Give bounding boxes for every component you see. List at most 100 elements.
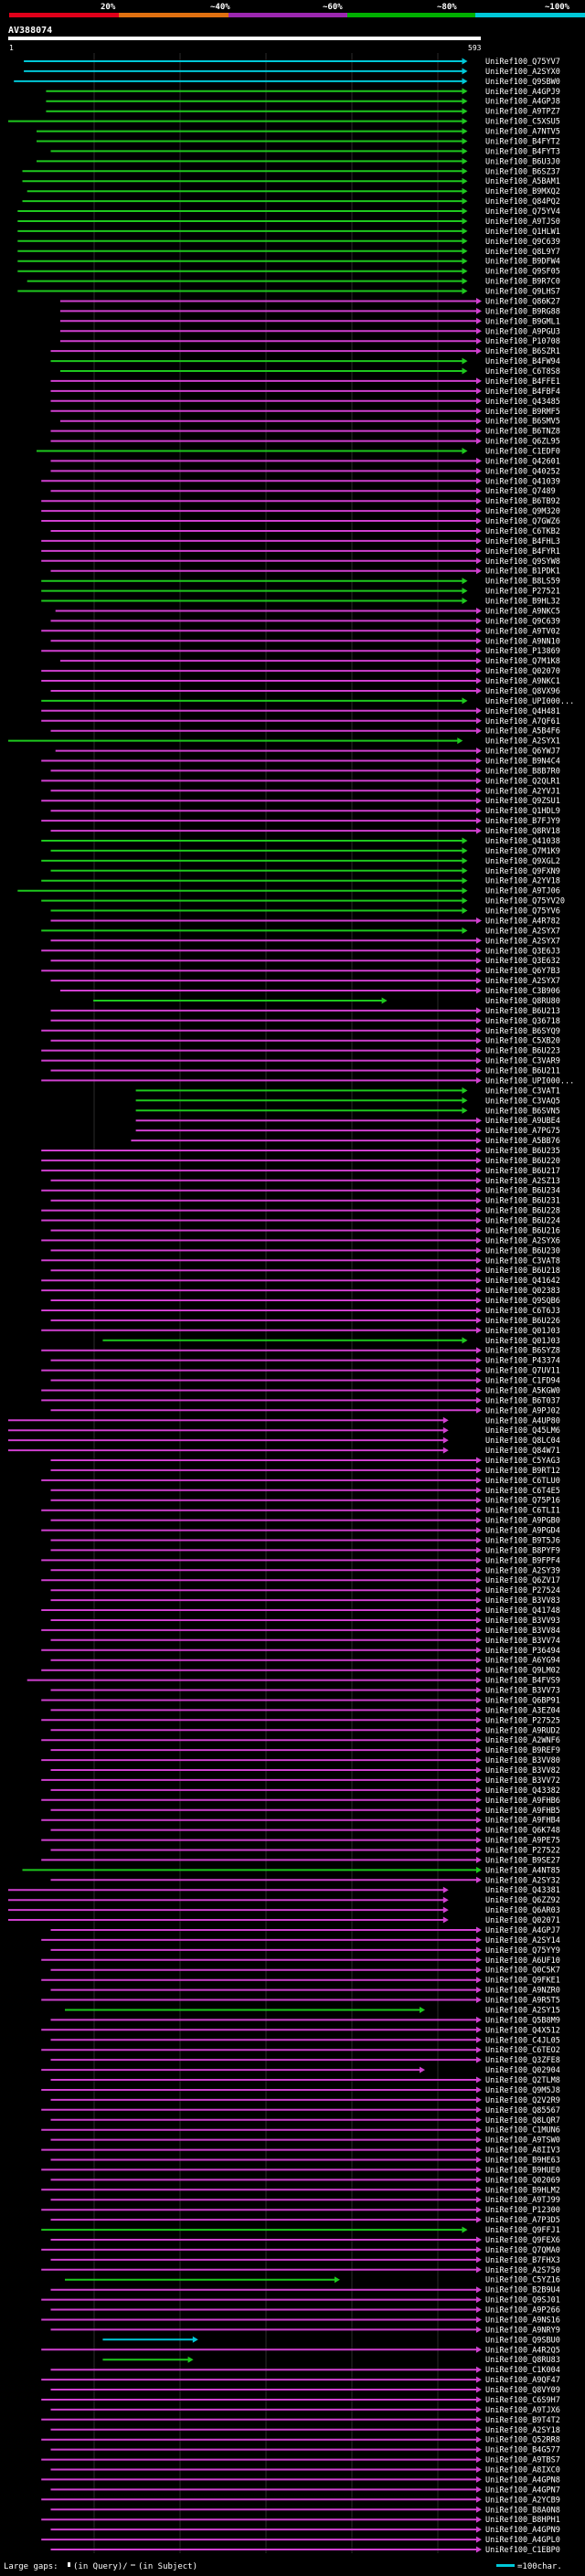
alignment-label[interactable]: UniRef100_A9P266 <box>485 2306 560 2316</box>
alignment-label[interactable]: UniRef100_C6T8S8 <box>485 367 560 376</box>
alignment-label[interactable]: UniRef100_Q75YV4 <box>485 207 560 217</box>
alignment-label[interactable]: UniRef100_P27521 <box>485 588 560 597</box>
alignment-label[interactable]: UniRef100_A9NKC5 <box>485 608 560 617</box>
alignment-label[interactable]: UniRef100_B9T5J6 <box>485 1537 560 1546</box>
alignment-label[interactable]: UniRef100_Q9FEX6 <box>485 2236 560 2245</box>
alignment-label[interactable]: UniRef100_A6YG94 <box>485 1657 560 1666</box>
alignment-label[interactable]: UniRef100_Q01J03 <box>485 1327 560 1336</box>
alignment-label[interactable]: UniRef100_Q8LC04 <box>485 1436 560 1446</box>
alignment-label[interactable]: UniRef100_B9RG88 <box>485 307 560 316</box>
alignment-label[interactable]: UniRef100_Q4X512 <box>485 2026 560 2035</box>
alignment-label[interactable]: UniRef100_Q9FKE1 <box>485 1977 560 1986</box>
alignment-label[interactable]: UniRef100_A4GPJ8 <box>485 98 560 107</box>
alignment-label[interactable]: UniRef100_B3VV80 <box>485 1756 560 1765</box>
alignment-label[interactable]: UniRef100_C4JL05 <box>485 2036 560 2045</box>
alignment-label[interactable]: UniRef100_C6T6J3 <box>485 1307 560 1316</box>
alignment-label[interactable]: UniRef100_Q9SBU0 <box>485 2336 560 2345</box>
alignment-label[interactable]: UniRef100_B1PDK1 <box>485 567 560 577</box>
alignment-label[interactable]: UniRef100_A5B4F6 <box>485 727 560 737</box>
alignment-label[interactable]: UniRef100_B4FYR1 <box>485 547 560 557</box>
alignment-label[interactable]: UniRef100_Q9SF05 <box>485 268 560 277</box>
alignment-label[interactable]: UniRef100_A9TBS7 <box>485 2456 560 2465</box>
alignment-label[interactable]: UniRef100_A5KGW0 <box>485 1387 560 1396</box>
alignment-label[interactable]: UniRef100_B9GML1 <box>485 317 560 326</box>
alignment-label[interactable]: UniRef100_Q4H481 <box>485 707 560 716</box>
alignment-label[interactable]: UniRef100_P27524 <box>485 1586 560 1595</box>
alignment-label[interactable]: UniRef100_P43374 <box>485 1357 560 1366</box>
alignment-label[interactable]: UniRef100_B6U231 <box>485 1197 560 1206</box>
alignment-label[interactable]: UniRef100_Q7UV11 <box>485 1367 560 1376</box>
alignment-label[interactable]: UniRef100_B9T4T2 <box>485 2416 560 2425</box>
alignment-label[interactable]: UniRef100_Q9ZSU1 <box>485 797 560 806</box>
alignment-label[interactable]: UniRef100_Q43485 <box>485 398 560 407</box>
alignment-label[interactable]: UniRef100_A2SY14 <box>485 1936 560 1945</box>
alignment-label[interactable]: UniRef100_Q42601 <box>485 457 560 466</box>
alignment-label[interactable]: UniRef100_B9HUE0 <box>485 2166 560 2175</box>
alignment-label[interactable]: UniRef100_Q9C639 <box>485 617 560 626</box>
alignment-label[interactable]: UniRef100_Q0C5K7 <box>485 1966 560 1976</box>
alignment-label[interactable]: UniRef100_A2SY32 <box>485 1876 560 1885</box>
alignment-label[interactable]: UniRef100_Q6ZV17 <box>485 1576 560 1585</box>
alignment-label[interactable]: UniRef100_B6U230 <box>485 1246 560 1256</box>
alignment-label[interactable]: UniRef100_A2WNF6 <box>485 1736 560 1745</box>
alignment-label[interactable]: UniRef100_Q1HDL9 <box>485 807 560 816</box>
alignment-label[interactable]: UniRef100_B7FJY9 <box>485 817 560 826</box>
alignment-label[interactable]: UniRef100_A9NRY9 <box>485 2326 560 2335</box>
alignment-label[interactable]: UniRef100_Q41642 <box>485 1277 560 1286</box>
alignment-label[interactable]: UniRef100_Q75YY9 <box>485 1946 560 1956</box>
alignment-label[interactable]: UniRef100_Q02383 <box>485 1287 560 1296</box>
alignment-label[interactable]: UniRef100_B6U226 <box>485 1317 560 1326</box>
alignment-label[interactable]: UniRef100_A8IIV3 <box>485 2147 560 2156</box>
alignment-label[interactable]: UniRef100_B8PYF9 <box>485 1546 560 1555</box>
alignment-label[interactable]: UniRef100_B2B9U4 <box>485 2286 560 2295</box>
alignment-label[interactable]: UniRef100_A2SY15 <box>485 2007 560 2016</box>
alignment-label[interactable]: UniRef100_Q9M5J8 <box>485 2086 560 2095</box>
alignment-label[interactable]: UniRef100_Q6K748 <box>485 1827 560 1836</box>
alignment-label[interactable]: UniRef100_Q8L9Y7 <box>485 248 560 257</box>
alignment-label[interactable]: UniRef100_Q75P16 <box>485 1497 560 1506</box>
alignment-label[interactable]: UniRef100_A2YVJ1 <box>485 787 560 796</box>
alignment-label[interactable]: UniRef100_A9FHB4 <box>485 1817 560 1826</box>
alignment-label[interactable]: UniRef100_B9R7C0 <box>485 278 560 287</box>
alignment-label[interactable]: UniRef100_B6U234 <box>485 1187 560 1196</box>
alignment-label[interactable]: UniRef100_B4FYT2 <box>485 138 560 147</box>
alignment-label[interactable]: UniRef100_Q41039 <box>485 477 560 486</box>
alignment-label[interactable]: UniRef100_B6T037 <box>485 1396 560 1405</box>
alignment-label[interactable]: UniRef100_Q43382 <box>485 1786 560 1796</box>
alignment-label[interactable]: UniRef100_Q7GWZ6 <box>485 517 560 526</box>
alignment-label[interactable]: UniRef100_C1FD94 <box>485 1377 560 1386</box>
alignment-label[interactable]: UniRef100_Q75YV6 <box>485 907 560 917</box>
alignment-label[interactable]: UniRef100_A7PG75 <box>485 1127 560 1136</box>
alignment-label[interactable]: UniRef100_Q43381 <box>485 1886 560 1895</box>
alignment-label[interactable]: UniRef100_B6SVN5 <box>485 1107 560 1116</box>
alignment-label[interactable]: UniRef100_B6U224 <box>485 1217 560 1226</box>
alignment-label[interactable]: UniRef100_B6TB92 <box>485 497 560 506</box>
alignment-label[interactable]: UniRef100_Q7M1K8 <box>485 657 560 666</box>
alignment-label[interactable]: UniRef100_B3VV93 <box>485 1617 560 1626</box>
alignment-label[interactable]: UniRef100_B6SYQ9 <box>485 1027 560 1036</box>
alignment-label[interactable]: UniRef100_C3VAQ5 <box>485 1097 560 1106</box>
alignment-label[interactable]: UniRef100_A5BAM1 <box>485 177 560 186</box>
alignment-label[interactable]: UniRef100_A9PGU3 <box>485 327 560 336</box>
alignment-label[interactable]: UniRef100_Q5B8M9 <box>485 2016 560 2025</box>
alignment-label[interactable]: UniRef100_A2SYX1 <box>485 737 560 747</box>
alignment-label[interactable]: UniRef100_A9TV02 <box>485 627 560 636</box>
alignment-label[interactable]: UniRef100_B6SMV5 <box>485 418 560 427</box>
alignment-label[interactable]: UniRef100_A9QF47 <box>485 2376 560 2385</box>
alignment-label[interactable]: UniRef100_Q01J03 <box>485 1337 560 1346</box>
alignment-label[interactable]: UniRef100_A9PGD4 <box>485 1527 560 1536</box>
alignment-label[interactable]: UniRef100_B9RT12 <box>485 1467 560 1476</box>
alignment-label[interactable]: UniRef100_A9TJX6 <box>485 2406 560 2415</box>
alignment-label[interactable]: UniRef100_A2SYX6 <box>485 1236 560 1246</box>
alignment-label[interactable]: UniRef100_Q2TLM8 <box>485 2076 560 2085</box>
alignment-label[interactable]: UniRef100_A2SYX7 <box>485 927 560 936</box>
alignment-label[interactable]: UniRef100_C6TLU0 <box>485 1477 560 1486</box>
alignment-label[interactable]: UniRef100_Q45LM6 <box>485 1426 560 1436</box>
alignment-label[interactable]: UniRef100_C5YZ16 <box>485 2276 560 2285</box>
alignment-label[interactable]: UniRef100_A9TJ99 <box>485 2196 560 2205</box>
alignment-label[interactable]: UniRef100_Q6AR03 <box>485 1906 560 1915</box>
alignment-label[interactable]: UniRef100_B6U228 <box>485 1207 560 1216</box>
alignment-label[interactable]: UniRef100_A2YCB9 <box>485 2496 560 2505</box>
alignment-label[interactable]: UniRef100_B9N4C4 <box>485 758 560 767</box>
alignment-label[interactable]: UniRef100_B4FVS9 <box>485 1677 560 1686</box>
